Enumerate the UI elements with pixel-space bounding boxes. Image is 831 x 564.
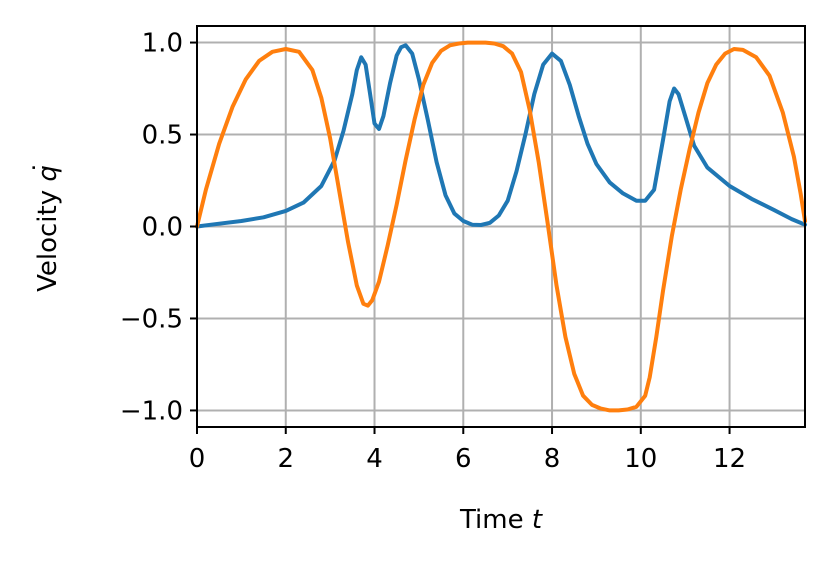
axis-ticks: 0 2 4 6 8 10 12 −1.0 −0.5 0.0 0.5 1.0	[120, 29, 746, 474]
series-line-2	[195, 40, 807, 413]
grid	[196, 26, 805, 427]
y-tick-label: 0.5	[142, 121, 183, 151]
x-tick-label: 10	[624, 444, 657, 474]
series-line-1	[195, 43, 807, 229]
y-tick-label: −1.0	[120, 396, 183, 426]
series-lines	[195, 40, 807, 413]
x-tick-label: 8	[544, 444, 561, 474]
x-tick-label: 2	[277, 444, 294, 474]
x-tick-label: 0	[189, 444, 206, 474]
y-axis-label: Velocity q˙	[29, 161, 63, 292]
x-tick-label: 4	[366, 444, 383, 474]
x-tick-label: 6	[455, 444, 472, 474]
y-tick-label: −0.5	[120, 304, 183, 334]
y-tick-label: 0.0	[142, 213, 183, 243]
x-tick-label: 12	[713, 444, 746, 474]
x-axis-label: Time t	[459, 505, 543, 535]
y-tick-label: 1.0	[142, 29, 183, 59]
